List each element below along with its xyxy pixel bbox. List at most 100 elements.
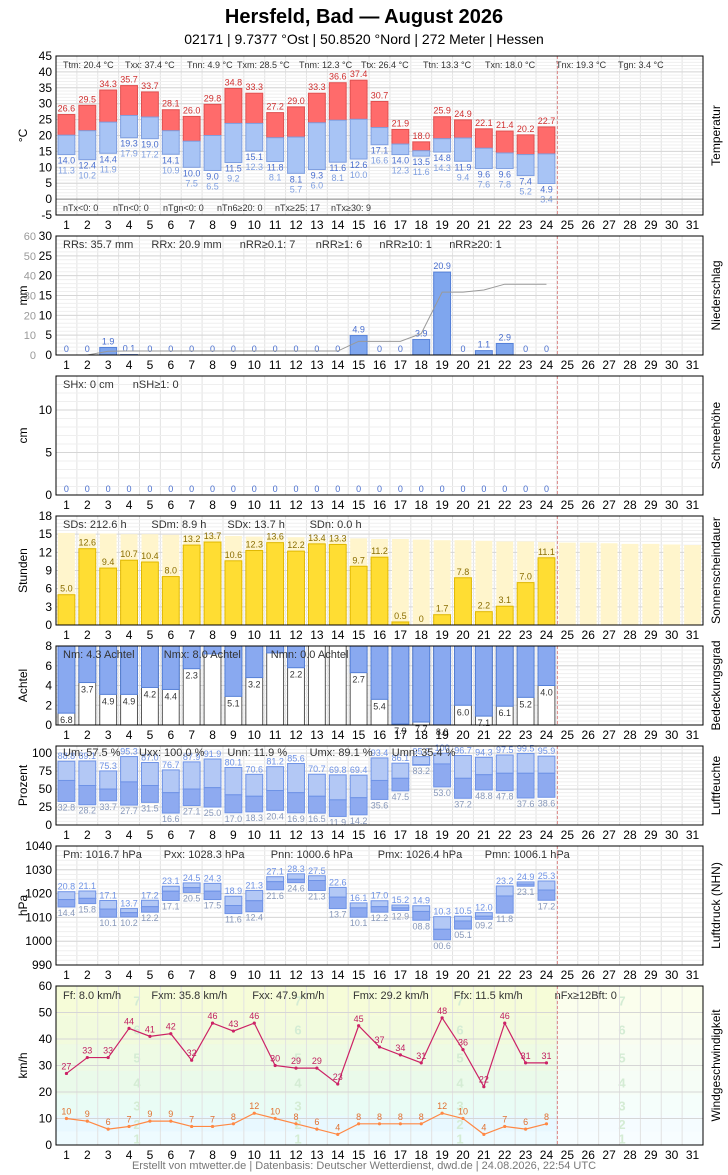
sun-bar <box>516 582 535 626</box>
cloud-bar <box>433 645 452 726</box>
sun-label: 13.4 <box>308 533 326 543</box>
snow-label: 0 <box>502 484 507 494</box>
snow-label: 0 <box>377 484 382 494</box>
x-tick-label: 20 <box>456 828 470 842</box>
tmin-label: 10.0 <box>183 168 201 178</box>
x-tick-label: 31 <box>686 728 700 742</box>
wind-point <box>294 1122 298 1126</box>
pressure-lower-bar <box>161 890 180 902</box>
beaufort-label: 5 <box>618 1051 625 1066</box>
x-tick-label: 9 <box>230 628 237 642</box>
snow-label: 0 <box>168 484 173 494</box>
tmin-bar <box>433 138 452 153</box>
umin-label: 35.6 <box>371 800 389 810</box>
cloud-label: 6.1 <box>498 708 511 718</box>
pressure-upper-bar <box>287 873 305 880</box>
tmax-label: 18.0 <box>412 131 430 141</box>
x-tick-label: 30 <box>665 358 679 372</box>
gust-label: 33 <box>103 1046 113 1056</box>
beaufort-label: 4 <box>294 1076 302 1091</box>
y-tick-label: 0 <box>45 718 52 732</box>
stat-label: Pm: 1016.7 hPa <box>63 849 143 861</box>
tmax-bar <box>412 141 431 152</box>
x-tick-label: 25 <box>561 728 575 742</box>
wind-point <box>544 1122 549 1126</box>
tmax-bar <box>495 130 514 154</box>
x-tick-label: 23 <box>519 498 533 512</box>
wind-label: 9 <box>147 1109 152 1119</box>
y-tick-label: 15 <box>39 144 53 158</box>
wind-point <box>440 1111 444 1115</box>
side-label: Schneehöhe <box>709 401 723 469</box>
stat-label: nTn6≥20: 0 <box>217 203 262 213</box>
gust-label: 27 <box>61 1061 71 1071</box>
sun-bar <box>307 543 326 626</box>
x-tick-label: 26 <box>582 628 596 642</box>
umin-label: 16.5 <box>308 814 326 824</box>
x-tick-label: 14 <box>331 218 345 232</box>
y-axis-label: Achtel <box>16 669 30 702</box>
umax-label: 89.1 <box>79 751 97 761</box>
x-tick-label: 19 <box>435 968 449 982</box>
sun-bar <box>161 576 180 626</box>
y-tick-label: 6 <box>45 582 52 596</box>
wind-point <box>190 1124 194 1129</box>
tmax-label: 37.4 <box>350 69 368 79</box>
x-tick-label: 9 <box>230 218 237 232</box>
pmax-label: 13.7 <box>120 899 138 909</box>
x-tick-label: 7 <box>188 358 195 372</box>
tgnd-label: 14.3 <box>433 163 451 173</box>
humidity-lower-bar <box>182 788 201 807</box>
pressure-upper-bar <box>495 885 514 897</box>
cloud-label: 0.8 <box>206 714 219 724</box>
tmin-label: 15.1 <box>246 152 264 162</box>
tgnd-label: 6.5 <box>206 181 219 191</box>
pmin-label: 10.2 <box>120 918 138 928</box>
cloud-label: 5.1 <box>227 698 240 708</box>
tmin-label: 11.5 <box>225 164 242 174</box>
sun-bar <box>99 567 118 626</box>
x-tick-label: 18 <box>415 968 429 982</box>
x-tick-label: 3 <box>105 828 112 842</box>
beaufort-label: 6 <box>618 1023 625 1038</box>
sun-label: 12.2 <box>287 540 305 550</box>
x-tick-label: 21 <box>477 218 491 232</box>
wind-line <box>66 1112 547 1136</box>
y-tick-label: 30 <box>39 229 53 243</box>
pmax-label: 28.3 <box>287 864 305 874</box>
pressure-lower-bar <box>433 928 452 941</box>
y-tick-label: 50 <box>39 782 53 796</box>
cloud-bar <box>140 645 159 688</box>
humidity-lower-bar <box>287 792 305 814</box>
humidity-lower-bar <box>412 764 431 766</box>
precip-label: 0 <box>544 344 549 354</box>
gust-point <box>210 1021 215 1025</box>
tmax-bar <box>245 92 264 124</box>
x-tick-label: 1 <box>63 628 70 642</box>
tmax-label: 34.3 <box>99 79 117 89</box>
tmax-bar <box>99 89 118 123</box>
x-tick-label: 23 <box>519 828 533 842</box>
tmin-label: 14.8 <box>433 153 451 163</box>
y-tick-label: 0 <box>45 818 52 832</box>
cloud-label: 8.0 <box>436 727 449 737</box>
pmax-label: 20.8 <box>58 882 76 892</box>
stat-label: Txm: 28.5 °C <box>237 60 290 70</box>
sun-label: 11.2 <box>371 546 388 556</box>
tmax-label: 29.8 <box>204 93 222 103</box>
pmin-label: 24.6 <box>287 884 305 894</box>
x-tick-label: 7 <box>188 498 195 512</box>
x-tick-label: 7 <box>188 968 195 982</box>
tmax-label: 28.1 <box>162 99 180 109</box>
chart-temperatur: -505101520253035404526.614.011.329.512.4… <box>16 49 723 232</box>
side-label: Bedeckungsgrad <box>709 640 723 730</box>
gust-point <box>419 1061 423 1065</box>
humidity-upper-bar <box>78 760 97 787</box>
umin-label: 16.6 <box>162 814 180 824</box>
x-tick-label: 6 <box>167 498 174 512</box>
cloud-label: 4.9 <box>102 696 115 706</box>
y-axis-label: hPa <box>16 895 30 917</box>
